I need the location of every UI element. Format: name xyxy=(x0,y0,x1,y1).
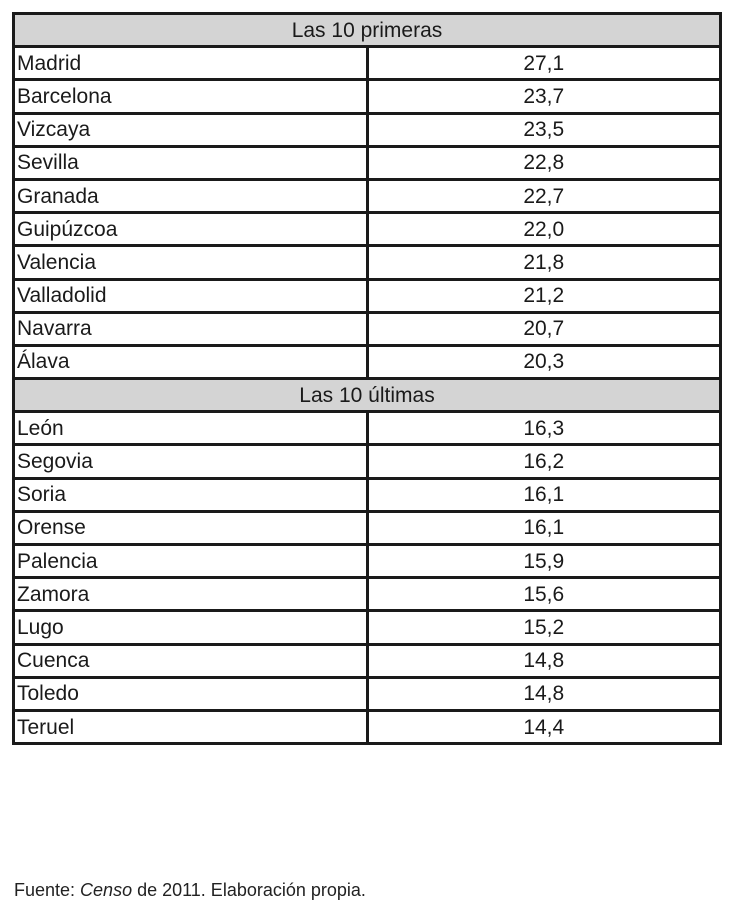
province-name: Teruel xyxy=(12,708,369,746)
province-name: Orense xyxy=(12,509,369,547)
section-title: Las 10 primeras xyxy=(12,11,722,49)
ranking-table: Las 10 primeras Madrid 27,1 Barcelona 23,7 Vi… xyxy=(12,11,722,746)
province-name: Toledo xyxy=(12,675,369,712)
table-row: Segovia 16,2 xyxy=(12,443,722,480)
table-row: Palencia 15,9 xyxy=(12,542,722,580)
province-name: Barcelona xyxy=(12,78,369,115)
province-name: Valencia xyxy=(12,244,369,281)
province-name: Navarra xyxy=(12,310,369,347)
province-value: 15,9 xyxy=(365,542,722,580)
province-name: Vizcaya xyxy=(12,111,369,148)
province-value: 16,3 xyxy=(365,410,722,447)
ranking-table-body: Las 10 primeras Madrid 27,1 Barcelona 23,7 Vi… xyxy=(12,11,722,746)
province-name: Segovia xyxy=(12,443,369,480)
province-value: 16,1 xyxy=(365,476,722,513)
source-suffix: de 2011. Elaboración propia. xyxy=(132,880,366,900)
table-row: Álava 20,3 xyxy=(12,343,722,381)
table-row: Toledo 14,8 xyxy=(12,675,722,712)
table-row: Guipúzcoa 22,0 xyxy=(12,211,722,248)
table-row: Orense 16,1 xyxy=(12,509,722,547)
province-name: Lugo xyxy=(12,609,369,646)
province-name: Granada xyxy=(12,177,369,215)
table-row: Navarra 20,7 xyxy=(12,310,722,347)
table-row: Lugo 15,2 xyxy=(12,609,722,646)
province-value: 22,0 xyxy=(365,211,722,248)
table-row: Vizcaya 23,5 xyxy=(12,111,722,148)
province-value: 20,3 xyxy=(365,343,722,381)
province-value: 21,8 xyxy=(365,244,722,281)
table-row: Zamora 15,6 xyxy=(12,576,722,613)
table-row: León 16,3 xyxy=(12,410,722,447)
province-value: 22,7 xyxy=(365,177,722,215)
province-value: 16,1 xyxy=(365,509,722,547)
table-row: Barcelona 23,7 xyxy=(12,78,722,115)
table-row: Granada 22,7 xyxy=(12,177,722,215)
province-name: Guipúzcoa xyxy=(12,211,369,248)
table-row: Cuenca 14,8 xyxy=(12,642,722,679)
province-value: 21,2 xyxy=(365,277,722,314)
province-value: 14,8 xyxy=(365,675,722,712)
section-header-row: Las 10 primeras xyxy=(12,11,722,49)
province-name: Valladolid xyxy=(12,277,369,314)
province-value: 15,6 xyxy=(365,576,722,613)
source-italic: Censo xyxy=(80,880,133,900)
province-name: Soria xyxy=(12,476,369,513)
province-name: Sevilla xyxy=(12,144,369,181)
province-value: 14,4 xyxy=(365,708,722,746)
province-value: 22,8 xyxy=(365,144,722,181)
province-value: 16,2 xyxy=(365,443,722,480)
province-name: Cuenca xyxy=(12,642,369,679)
table-row: Madrid 27,1 xyxy=(12,45,722,82)
province-value: 15,2 xyxy=(365,609,722,646)
province-value: 14,8 xyxy=(365,642,722,679)
province-name: Palencia xyxy=(12,542,369,580)
table-row: Valencia 21,8 xyxy=(12,244,722,281)
section-header-row: Las 10 últimas xyxy=(12,377,722,414)
table-row: Soria 16,1 xyxy=(12,476,722,513)
province-value: 23,5 xyxy=(365,111,722,148)
province-name: Zamora xyxy=(12,576,369,613)
province-value: 23,7 xyxy=(365,78,722,115)
province-value: 27,1 xyxy=(365,45,722,82)
province-value: 20,7 xyxy=(365,310,722,347)
table-row: Teruel 14,4 xyxy=(12,708,722,746)
section-title: Las 10 últimas xyxy=(12,377,722,414)
province-name: Madrid xyxy=(12,45,369,82)
ranking-table-container: Las 10 primeras Madrid 27,1 Barcelona 23,7 Vi… xyxy=(12,11,722,746)
table-row: Valladolid 21,2 xyxy=(12,277,722,314)
source-note: Fuente: Censo de 2011. Elaboración propi… xyxy=(14,880,366,901)
table-row: Sevilla 22,8 xyxy=(12,144,722,181)
province-name: León xyxy=(12,410,369,447)
province-name: Álava xyxy=(12,343,369,381)
source-prefix: Fuente: xyxy=(14,880,81,900)
